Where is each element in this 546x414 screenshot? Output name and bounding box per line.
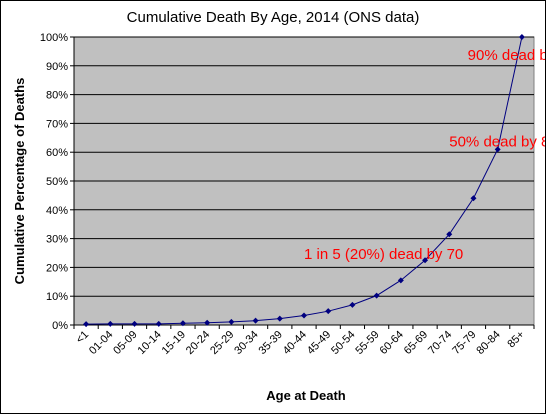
- data-point: [494, 146, 501, 153]
- x-tick-label: 55-59: [353, 329, 381, 357]
- y-tick-label: 10%: [46, 291, 68, 303]
- x-tick-label: 65-69: [402, 329, 430, 357]
- y-tick-label: 50%: [46, 176, 68, 188]
- y-axis-label: Cumulative Percentage of Deaths: [12, 78, 27, 285]
- data-point: [397, 277, 404, 284]
- y-tick-label: 90%: [46, 61, 68, 73]
- data-point: [470, 195, 477, 202]
- data-point: [325, 308, 332, 315]
- data-point: [446, 231, 453, 238]
- x-tick-label: 80-84: [474, 329, 502, 357]
- data-point: [518, 34, 525, 40]
- data-point: [155, 320, 162, 327]
- y-tick-label: 40%: [46, 205, 68, 217]
- data-point: [107, 320, 114, 327]
- chart-title: Cumulative Death By Age, 2014 (ONS data): [127, 9, 420, 26]
- x-tick-label: 20-24: [184, 329, 212, 357]
- x-tick-label: 50-54: [329, 329, 357, 357]
- data-point: [373, 292, 380, 299]
- x-tick-label: 70-74: [426, 329, 454, 357]
- data-point: [422, 257, 429, 264]
- y-tick-label: 60%: [46, 147, 68, 159]
- data-point: [349, 301, 356, 308]
- x-tick-label: 30-34: [232, 329, 260, 357]
- data-point: [131, 320, 138, 327]
- x-tick-label: 10-14: [135, 329, 163, 357]
- x-tick-label: 85+: [505, 329, 527, 351]
- x-tick-label: 05-09: [111, 329, 139, 357]
- x-tick-label: 35-39: [257, 329, 285, 357]
- y-tick-label: 30%: [46, 234, 68, 246]
- y-tick-label: 0%: [52, 320, 68, 332]
- x-tick-label: <1: [74, 329, 91, 346]
- x-tick-label: 45-49: [305, 329, 333, 357]
- annotation-label: 90% dead by 84: [468, 47, 545, 64]
- x-axis-label: Age at Death: [266, 388, 346, 403]
- y-tick-label: 80%: [46, 90, 68, 102]
- data-point: [228, 318, 235, 325]
- data-point: [252, 317, 259, 324]
- annotations: 90% dead by 84 50% dead by 80 1 in 5 (20%)…: [304, 47, 545, 263]
- annotation-label: 1 in 5 (20%) dead by 70: [304, 246, 463, 263]
- x-tick-label: 40-44: [281, 329, 309, 357]
- x-tick-label: 01-04: [87, 329, 115, 357]
- data-point: [204, 319, 211, 326]
- plot-area: 0% 10% 20% 30% 40% 50% 60% 70% 80% 90% 100% <101-04…: [40, 32, 535, 357]
- y-tick-label: 20%: [46, 262, 68, 274]
- x-tick-label: 60-64: [378, 329, 406, 357]
- y-tick-label: 70%: [46, 118, 68, 130]
- x-tick-label: 25-29: [208, 329, 236, 357]
- data-point: [179, 320, 186, 327]
- data-point: [301, 312, 307, 319]
- x-tick-label: 15-19: [160, 329, 188, 357]
- annotation-label: 50% dead by 80: [449, 133, 545, 150]
- data-point: [276, 315, 283, 322]
- y-tick-label: 100%: [40, 32, 68, 44]
- data-point: [83, 321, 90, 328]
- x-tick-label: 75-79: [450, 329, 478, 357]
